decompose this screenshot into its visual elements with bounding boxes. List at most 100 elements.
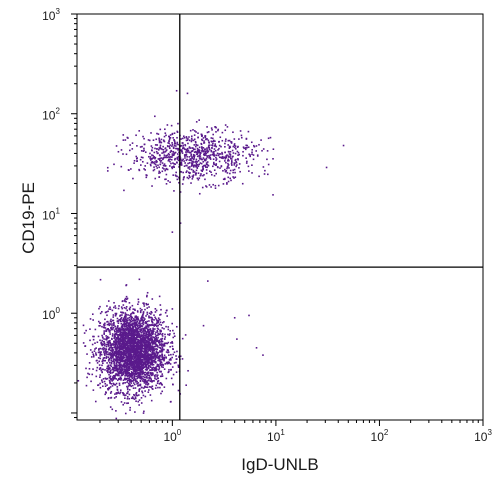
event-dot xyxy=(128,349,131,351)
event-dot xyxy=(181,358,184,360)
event-dot xyxy=(131,377,134,380)
event-dot xyxy=(135,364,138,366)
event-dot xyxy=(109,372,112,375)
event-dot xyxy=(111,353,113,355)
event-dot xyxy=(125,305,128,308)
event-dot xyxy=(109,323,112,325)
event-dot xyxy=(147,365,150,368)
event-dot xyxy=(185,384,187,387)
event-dot xyxy=(161,373,164,375)
event-dot xyxy=(226,167,228,170)
event-dot xyxy=(194,130,196,132)
event-dot xyxy=(161,170,164,173)
event-dot xyxy=(107,360,110,362)
event-dot xyxy=(136,334,139,337)
event-dot xyxy=(139,346,141,349)
event-dot xyxy=(128,354,131,357)
event-dot xyxy=(177,159,180,162)
event-dot xyxy=(176,136,178,139)
event-dot xyxy=(173,335,176,338)
event-dot xyxy=(204,136,207,139)
event-dot xyxy=(128,149,131,152)
event-dot xyxy=(210,140,213,143)
event-dot xyxy=(137,343,140,346)
event-dot xyxy=(227,176,230,179)
event-dot xyxy=(119,376,122,379)
event-dot xyxy=(197,136,199,139)
event-dot xyxy=(150,348,152,350)
event-dot xyxy=(216,152,219,155)
event-dot xyxy=(143,336,146,339)
event-dot xyxy=(174,141,176,144)
event-dot xyxy=(133,377,136,380)
event-dot xyxy=(116,386,119,388)
event-dot xyxy=(139,375,142,378)
event-dot xyxy=(129,409,131,411)
event-dot xyxy=(123,321,126,323)
event-dot xyxy=(125,370,127,372)
event-dot xyxy=(152,380,154,382)
event-dot xyxy=(155,351,158,354)
event-dot xyxy=(195,162,198,165)
event-dot xyxy=(246,146,248,149)
event-dot xyxy=(158,346,161,349)
event-dot xyxy=(181,137,184,140)
event-dot xyxy=(266,158,268,161)
event-dot xyxy=(152,346,155,349)
event-dot xyxy=(255,347,258,349)
event-dot xyxy=(215,158,218,160)
event-dot xyxy=(128,352,130,355)
event-dot xyxy=(155,165,158,168)
event-dot xyxy=(135,352,137,355)
event-dot xyxy=(182,171,184,174)
event-dot xyxy=(103,343,105,345)
event-dot xyxy=(207,145,210,148)
event-dot xyxy=(97,384,100,386)
event-dot xyxy=(145,315,147,317)
event-dot xyxy=(111,346,114,349)
event-dot xyxy=(105,337,108,339)
event-dot xyxy=(144,371,147,374)
event-dot xyxy=(199,153,201,156)
event-dot xyxy=(128,339,131,341)
event-dot xyxy=(96,341,99,344)
event-dot xyxy=(134,329,137,332)
event-dot xyxy=(163,140,166,143)
event-dot xyxy=(126,363,129,366)
event-dot xyxy=(118,318,121,321)
event-dot xyxy=(131,347,134,349)
event-dot xyxy=(175,361,177,364)
event-dot xyxy=(123,306,126,309)
event-dot xyxy=(114,351,116,353)
event-dot xyxy=(128,365,131,368)
event-dot xyxy=(134,342,136,345)
event-dot xyxy=(217,154,220,157)
event-dot xyxy=(140,319,142,322)
event-dot xyxy=(111,366,114,369)
event-dot xyxy=(147,340,150,343)
event-dot xyxy=(231,164,233,166)
event-dot xyxy=(159,375,162,378)
event-dot xyxy=(144,363,146,366)
event-dot xyxy=(136,332,139,335)
event-dot xyxy=(153,325,156,327)
event-dot xyxy=(164,150,167,153)
event-dot xyxy=(219,167,221,169)
event-dot xyxy=(123,339,125,341)
event-dot xyxy=(139,366,141,368)
event-dot xyxy=(101,360,103,363)
event-dot xyxy=(154,311,157,313)
event-dot xyxy=(107,344,110,346)
event-dot xyxy=(145,341,148,344)
event-dot xyxy=(221,155,224,158)
event-dot xyxy=(127,358,129,361)
event-dot xyxy=(127,357,130,360)
event-dot xyxy=(126,396,129,398)
event-dot xyxy=(188,147,191,149)
event-dot xyxy=(147,326,150,328)
event-dot xyxy=(143,352,146,354)
event-dot xyxy=(248,314,250,317)
event-dot xyxy=(158,176,161,178)
event-dot xyxy=(104,349,107,352)
event-dot xyxy=(108,366,111,369)
